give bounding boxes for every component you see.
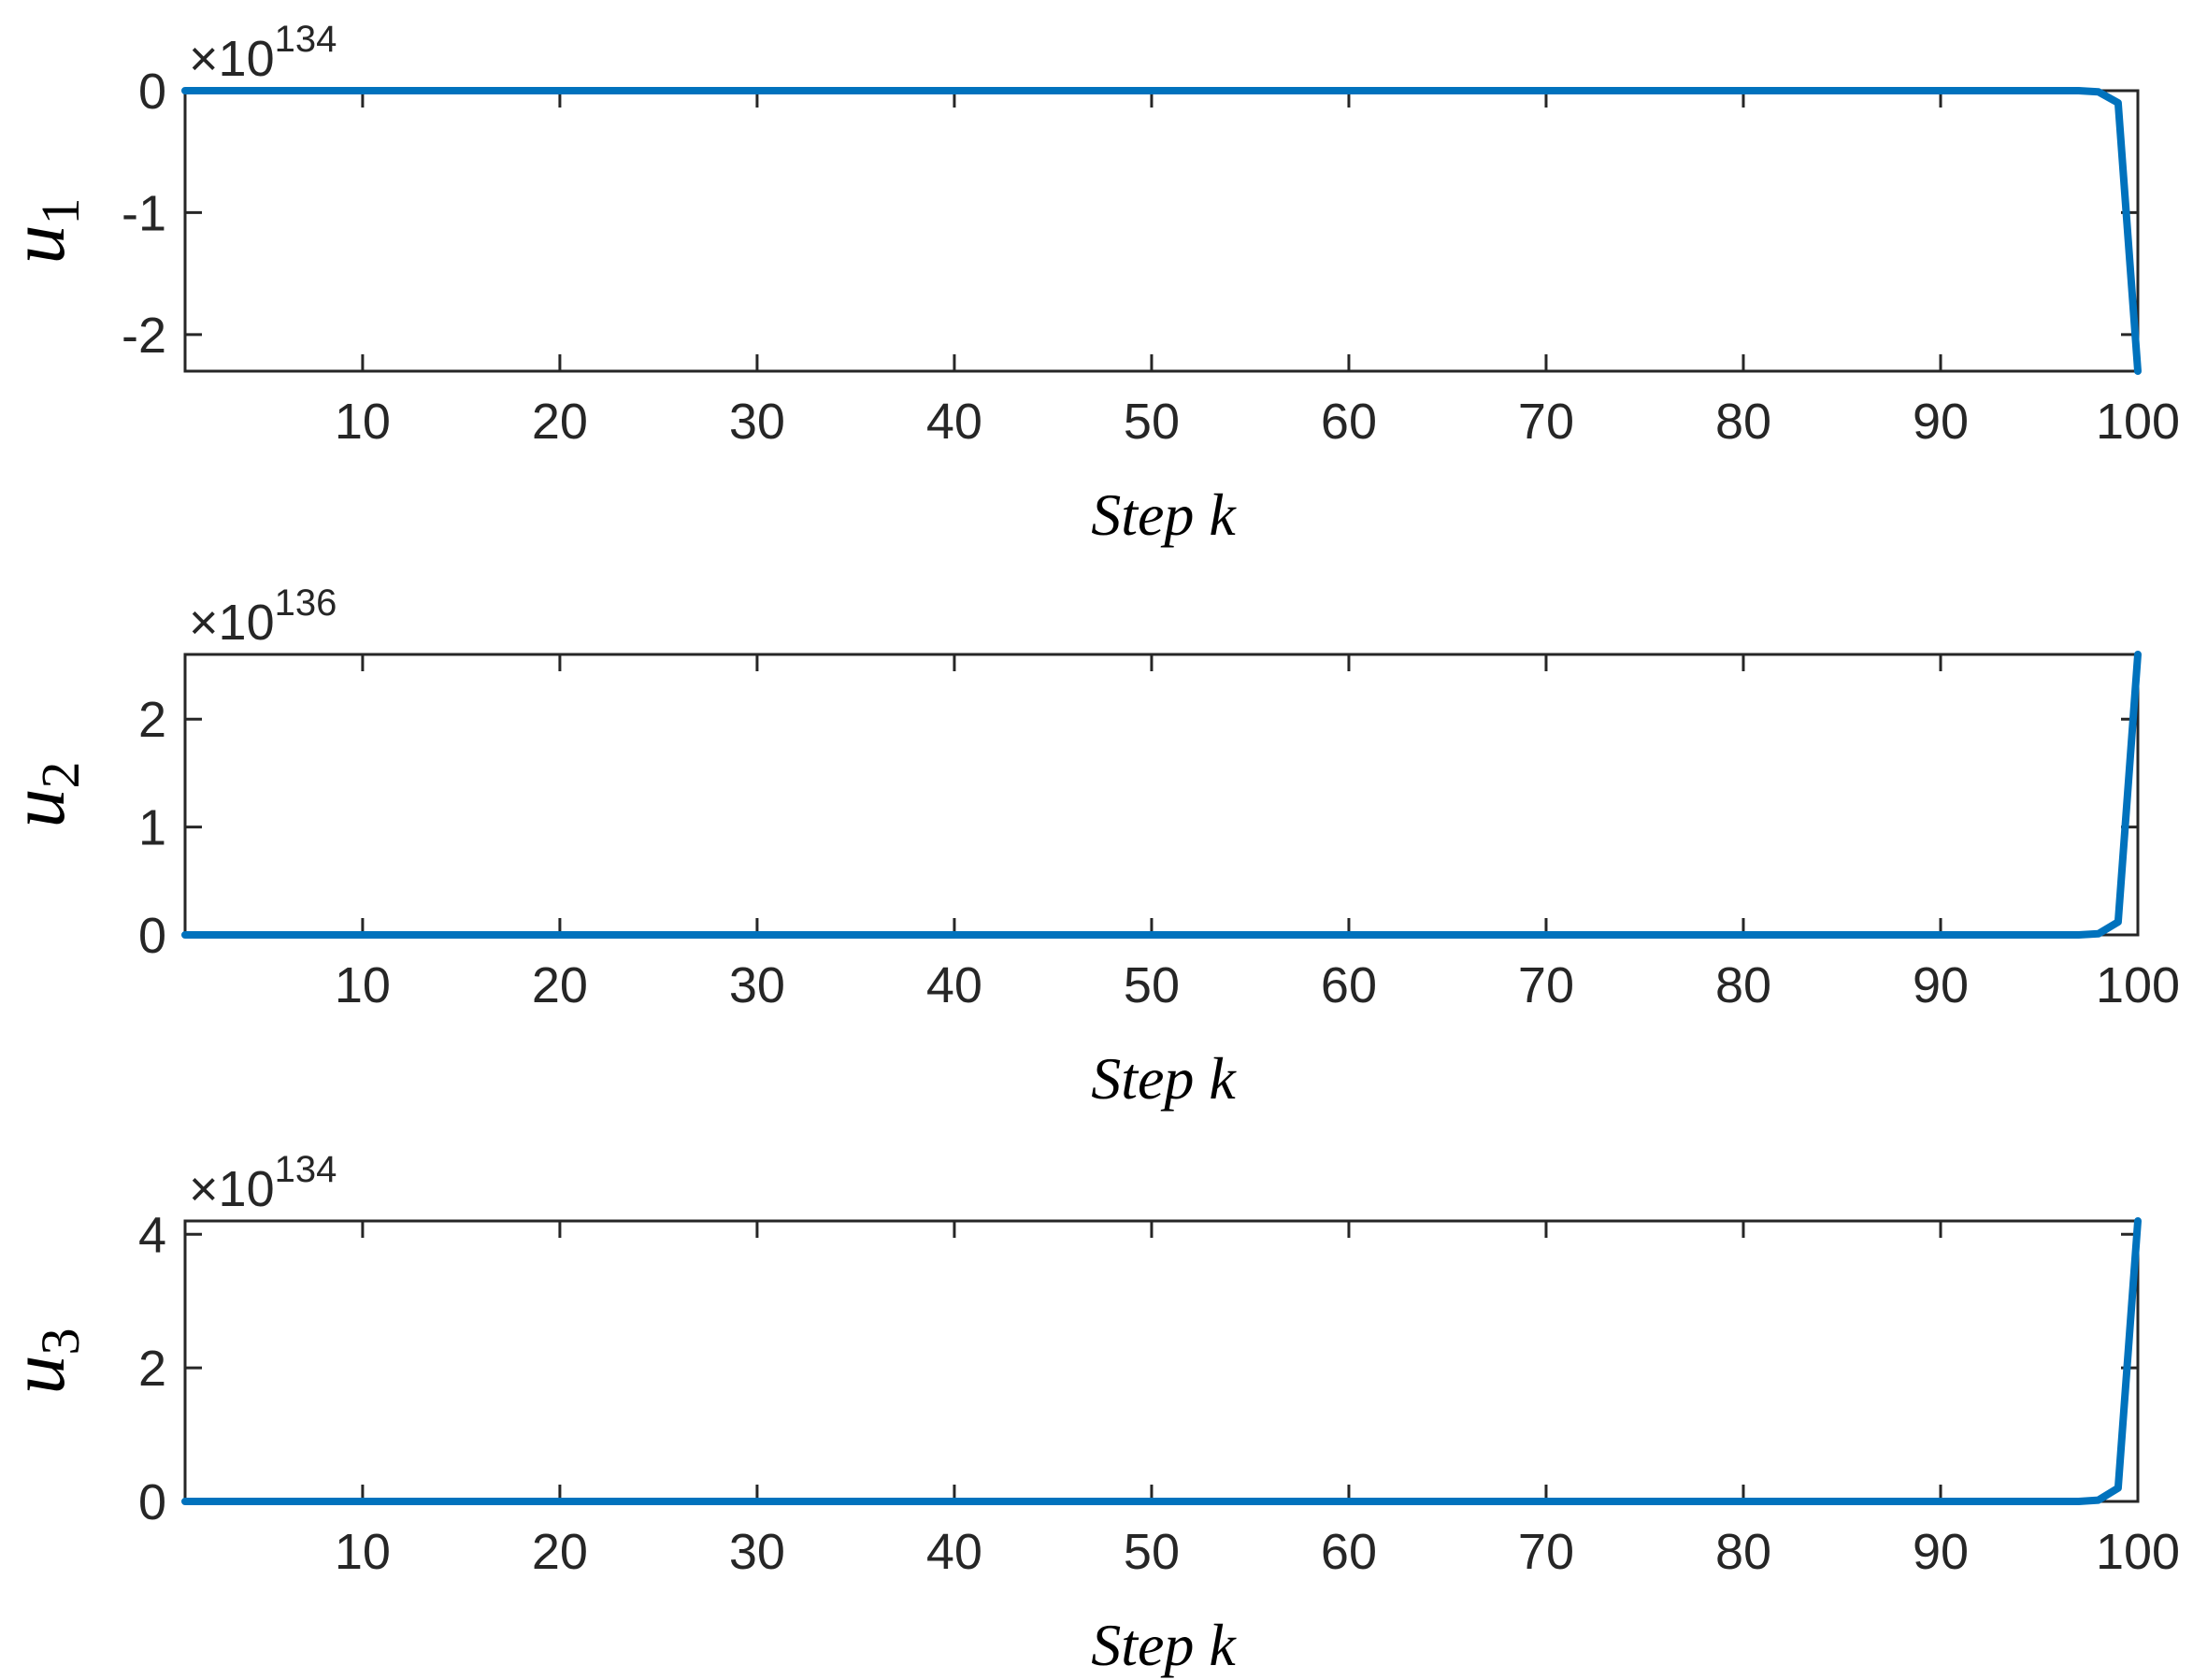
x-tick-label: 90 [1913, 957, 1969, 1013]
axes-box [183, 89, 2140, 373]
y-tick-label: 0 [138, 908, 166, 964]
x-tick-label: 70 [1518, 1524, 1574, 1580]
subplot-1: 10 20 30 40 50 60 70 80 90 100 0 -1 -2 ×10134 Step k u1 [0, 19, 2180, 548]
axes-box [183, 1219, 2140, 1503]
x-tick-label: 40 [926, 1524, 982, 1580]
y-tick-label: 0 [138, 64, 166, 120]
exponent-power: 134 [275, 1149, 337, 1190]
x-tick-label: 30 [729, 957, 785, 1013]
x-axis-label: Step k [1091, 1045, 1237, 1112]
x-tick-label: 10 [335, 394, 391, 450]
x-tick-label: 50 [1124, 1524, 1180, 1580]
x-tick-label: 20 [532, 1524, 588, 1580]
exponent-base: ×10 [189, 595, 275, 651]
exponent-base: ×10 [189, 1161, 275, 1217]
x-tick-label: 30 [729, 1524, 785, 1580]
y-axis-label: u3 [0, 1328, 91, 1395]
x-tick-label: 50 [1124, 957, 1180, 1013]
x-tick-label: 40 [926, 394, 982, 450]
y-axis-label-base: u [0, 1356, 81, 1395]
x-tick-label: 70 [1518, 394, 1574, 450]
exponent-label: ×10136 [189, 582, 337, 651]
exponent-label: ×10134 [189, 19, 337, 87]
exponent-power: 134 [275, 19, 337, 60]
x-tick-label: 60 [1321, 394, 1377, 450]
x-tick-label: 10 [335, 957, 391, 1013]
y-tick-label: 4 [138, 1207, 166, 1263]
y-axis-label-subscript: 1 [30, 198, 91, 225]
y-tick-label: -1 [122, 185, 166, 241]
x-tick-label: 80 [1715, 1524, 1771, 1580]
axes-box [183, 653, 2140, 937]
y-axis-label-subscript: 2 [30, 762, 91, 789]
exponent-label: ×10134 [189, 1149, 337, 1217]
x-tick-label: 100 [2096, 1524, 2180, 1580]
y-tick-label: 0 [138, 1474, 166, 1530]
x-tick-label: 80 [1715, 957, 1771, 1013]
y-axis-label: u1 [0, 198, 91, 265]
subplot-3: 10 20 30 40 50 60 70 80 90 100 0 2 4 ×10134 Step k u3 [0, 1149, 2180, 1678]
x-axis-label: Step k [1091, 1612, 1237, 1678]
y-tick-label: 2 [138, 1341, 166, 1397]
y-axis-label-subscript: 3 [30, 1328, 91, 1356]
x-tick-label: 30 [729, 394, 785, 450]
x-tick-label: 40 [926, 957, 982, 1013]
exponent-base: ×10 [189, 31, 275, 87]
y-axis-label-base: u [0, 225, 81, 265]
x-tick-label: 80 [1715, 394, 1771, 450]
x-tick-label: 60 [1321, 1524, 1377, 1580]
y-tick-label: -2 [122, 308, 166, 364]
x-tick-label: 60 [1321, 957, 1377, 1013]
x-axis-label: Step k [1091, 481, 1237, 548]
x-tick-label: 10 [335, 1524, 391, 1580]
x-tick-label: 20 [532, 394, 588, 450]
exponent-power: 136 [275, 582, 337, 624]
x-tick-label: 50 [1124, 394, 1180, 450]
y-axis-label: u2 [0, 762, 91, 828]
x-tick-label: 100 [2096, 394, 2180, 450]
x-tick-label: 20 [532, 957, 588, 1013]
y-axis-label-base: u [0, 789, 81, 828]
y-tick-label: 1 [138, 800, 166, 856]
y-tick-label: 2 [138, 692, 166, 748]
x-tick-label: 90 [1913, 1524, 1969, 1580]
x-tick-label: 90 [1913, 394, 1969, 450]
x-tick-label: 70 [1518, 957, 1574, 1013]
x-tick-label: 100 [2096, 957, 2180, 1013]
